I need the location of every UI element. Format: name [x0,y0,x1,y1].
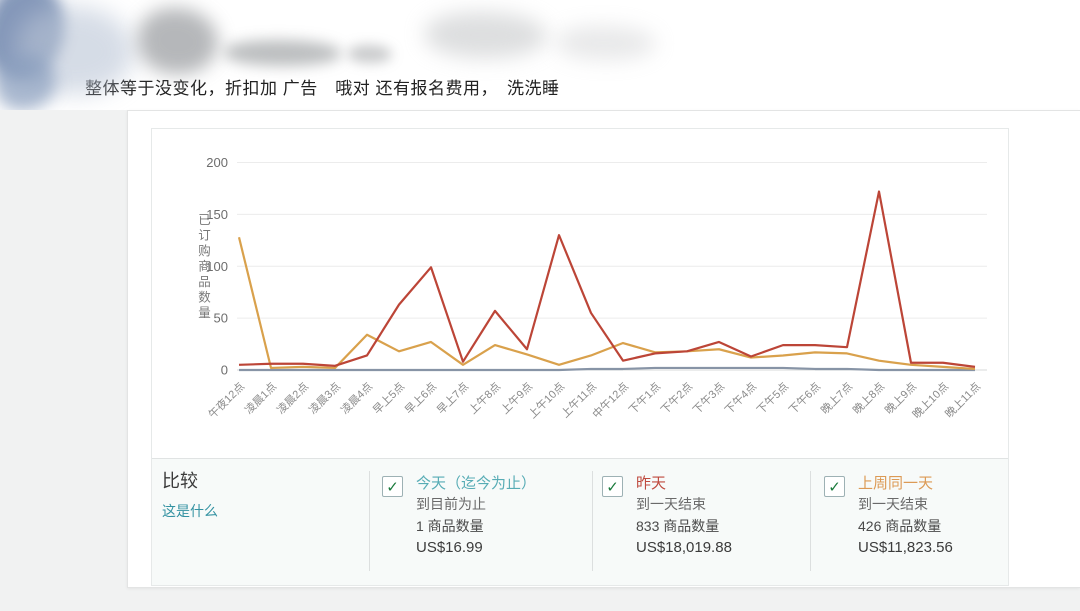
x-tick-label: 凌晨1点 [242,379,280,417]
x-tick-label: 凌晨4点 [338,379,376,417]
x-tick-label: 下午3点 [690,380,727,417]
x-tick-label: 凌晨3点 [306,379,344,417]
y-tick-label: 150 [206,207,228,222]
quantity-text: 833 商品数量 [636,517,720,534]
x-tick-label: 下午1点 [626,380,663,417]
today-checkbox[interactable]: ✓ [382,476,403,497]
avatar-blob [0,46,63,118]
redaction-smudge [425,12,547,58]
whats-this-link[interactable]: 这是什么 [162,503,218,519]
redaction-smudge [348,45,392,63]
sales-snapshot-panel: 已订购商品数量 0 50 100 150 200 午夜12点 凌晨1点 凌晨2点 凌晨3点 凌晨4… [151,128,1009,586]
amount-text: US$16.99 [416,539,483,556]
comparison-item-lastweek: ✓ 上周同一天 到一天结束 426 商品数量 US$11,823.56 [824,473,953,559]
page-background: 已订购商品数量 0 50 100 150 200 午夜12点 凌晨1点 凌晨2点 凌晨3点 凌晨4… [0,110,1080,611]
y-tick-label: 50 [214,311,228,326]
check-icon: ✓ [386,478,399,496]
quantity-text: 426 商品数量 [858,517,942,534]
redaction-smudge [556,26,656,60]
comparison-item-yesterday: ✓ 昨天 到一天结束 833 商品数量 US$18,019.88 [602,473,732,559]
comparison-heading: 比较 [162,471,198,491]
x-tick-label: 下午2点 [658,380,695,417]
divider [592,471,593,571]
divider [369,471,370,571]
x-tick-label: 早上7点 [434,380,471,417]
comparison-strip: 比较 这是什么 ✓ 今天（迄今为止） 到目前为止 1 商品数量 US$16.99 [152,458,1008,585]
comparison-item-today: ✓ 今天（迄今为止） 到目前为止 1 商品数量 US$16.99 [382,473,536,559]
redaction-smudge [138,8,218,74]
amount-text: US$11,823.56 [858,539,953,556]
y-tick-label: 0 [221,363,228,378]
y-axis-label: 已订购商品数量 [196,213,210,322]
quantity-text: 1 商品数量 [416,517,484,534]
check-icon: ✓ [606,478,619,496]
lastweek-checkbox[interactable]: ✓ [824,476,845,497]
redaction-smudge [224,40,342,66]
series-line-昨天 [238,190,976,368]
series-line-上周同一天 [237,236,976,371]
x-tick-label: 下午4点 [722,380,759,417]
period-text: 到一天结束 [858,496,928,512]
x-tick-label: 早上6点 [402,380,439,417]
x-tick-label: 晚上7点 [818,380,855,417]
y-tick-label: 100 [206,259,228,274]
x-tick-label: 凌晨2点 [274,379,312,417]
series-label-yesterday: 昨天 [636,475,667,492]
avatar-blob [0,0,79,91]
report-card: 已订购商品数量 0 50 100 150 200 午夜12点 凌晨1点 凌晨2点 凌晨3点 凌晨4… [127,110,1080,588]
x-tick-label: 下午6点 [786,380,823,417]
chart-plot-area: 0 50 100 150 200 午夜12点 凌晨1点 凌晨2点 凌晨3点 凌晨4点 早上5点 早上6… [152,129,1008,463]
series-line-今天（迄今为止） [239,366,975,372]
y-tick-label: 200 [206,155,228,170]
chart-svg: 050100150200午夜12点凌晨1点凌晨2点凌晨3点凌晨4点早上5点早上6… [205,155,987,421]
yesterday-checkbox[interactable]: ✓ [602,476,623,497]
x-tick-label: 上午8点 [466,380,503,417]
chat-header: 整体等于没变化，折扣加 广告 哦对 还有报名费用， 洗洗睡 [0,0,1080,118]
x-tick-label: 中午12点 [590,380,631,421]
divider [810,471,811,571]
check-icon: ✓ [828,478,841,496]
series-label-lastweek: 上周同一天 [858,475,934,492]
series-label-today: 今天（迄今为止） [416,475,537,492]
amount-text: US$18,019.88 [636,539,732,556]
x-tick-label: 晚上11点 [943,380,984,421]
chat-message-text: 整体等于没变化，折扣加 广告 哦对 还有报名费用， 洗洗睡 [85,79,560,98]
period-text: 到目前为止 [416,496,486,512]
period-text: 到一天结束 [636,496,706,512]
x-tick-label: 下午5点 [754,380,791,417]
x-tick-label: 晚上8点 [850,380,887,417]
sales-chart: 已订购商品数量 0 50 100 150 200 午夜12点 凌晨1点 凌晨2点 凌晨3点 凌晨4… [152,129,1008,458]
x-tick-label: 早上5点 [370,380,407,417]
